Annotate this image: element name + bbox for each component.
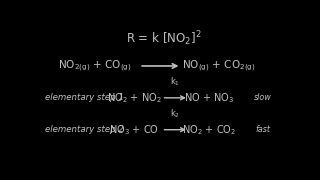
- Text: elementary step 2: elementary step 2: [45, 125, 124, 134]
- Text: $\mathregular{k_2}$: $\mathregular{k_2}$: [170, 107, 180, 120]
- Text: $\mathregular{NO_{(g)}}$ + $\mathregular{CO_{2(g)}}$: $\mathregular{NO_{(g)}}$ + $\mathregular…: [182, 58, 255, 74]
- Text: fast: fast: [256, 125, 271, 134]
- Text: R = k $[\mathregular{NO_2}]^2$: R = k $[\mathregular{NO_2}]^2$: [126, 29, 202, 48]
- Text: $\mathregular{k_1}$: $\mathregular{k_1}$: [170, 76, 180, 88]
- Text: NO + $\mathregular{NO_3}$: NO + $\mathregular{NO_3}$: [184, 91, 234, 105]
- Text: elementary step 1: elementary step 1: [45, 93, 124, 102]
- Text: $\mathregular{NO_3}$ + CO: $\mathregular{NO_3}$ + CO: [109, 123, 159, 137]
- Text: $\mathregular{NO_{2(g)}}$ + $\mathregular{CO_{(g)}}$: $\mathregular{NO_{2(g)}}$ + $\mathregula…: [58, 58, 132, 74]
- Text: slow: slow: [254, 93, 272, 102]
- Text: $\mathregular{NO_2}$ + $\mathregular{NO_2}$: $\mathregular{NO_2}$ + $\mathregular{NO_…: [107, 91, 162, 105]
- Text: $\mathregular{NO_2}$ + $\mathregular{CO_2}$: $\mathregular{NO_2}$ + $\mathregular{CO_…: [181, 123, 236, 137]
